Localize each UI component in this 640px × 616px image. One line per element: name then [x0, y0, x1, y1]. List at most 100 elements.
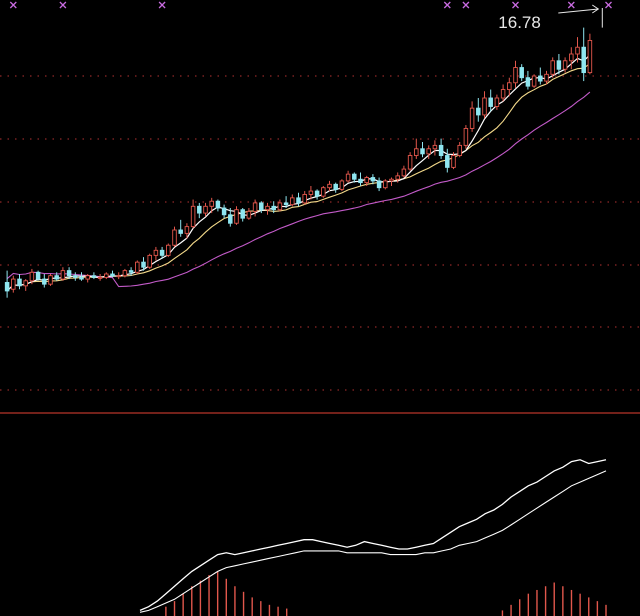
candle-body	[432, 144, 438, 150]
candle-up	[345, 170, 351, 183]
candle-body	[277, 202, 283, 211]
candle-body	[383, 180, 388, 189]
candle-body	[420, 148, 425, 155]
candle-down	[333, 182, 338, 193]
candle-up	[321, 186, 326, 198]
candle-body	[228, 214, 233, 224]
candle-body	[482, 97, 487, 116]
candle-up	[48, 274, 53, 286]
candle-up	[153, 246, 159, 261]
candle-up	[252, 199, 258, 217]
candle-body	[190, 205, 196, 228]
candle-up	[308, 186, 314, 200]
candle-down	[283, 196, 289, 208]
peak-price-label: 16.78	[498, 13, 541, 32]
candle-body	[35, 271, 41, 280]
signal-markers	[9, 1, 612, 9]
candle-down	[525, 70, 531, 90]
candle-up	[209, 197, 214, 214]
candle-down	[519, 64, 524, 82]
candle-body	[290, 197, 295, 206]
candle-body	[457, 144, 462, 156]
indicator-slow-line	[139, 470, 607, 613]
candle-body	[519, 67, 524, 79]
candle-body	[314, 190, 320, 197]
candle-up	[587, 33, 593, 75]
candle-up	[265, 202, 270, 215]
candle-up	[544, 70, 549, 85]
candle-up	[414, 138, 419, 159]
candle-body	[538, 75, 543, 82]
candle-down	[215, 199, 221, 212]
candle-body	[259, 202, 264, 211]
candle-body	[587, 40, 593, 74]
candle-down	[42, 274, 47, 288]
candle-up	[364, 175, 369, 186]
candle-body	[48, 275, 53, 285]
candle-body	[358, 178, 363, 184]
candle-down	[128, 267, 134, 276]
candle-body	[438, 144, 444, 156]
candle-up	[482, 91, 487, 119]
candle-up	[122, 268, 128, 278]
candle-up	[575, 37, 580, 63]
candle-up	[116, 272, 121, 280]
candle-body	[507, 82, 512, 90]
candle-down	[581, 27, 586, 82]
candle-up	[277, 199, 283, 212]
candle-body	[513, 67, 518, 84]
candle-up	[463, 125, 469, 149]
candle-down	[228, 208, 233, 227]
candle-down	[54, 272, 59, 281]
candle-down	[370, 174, 376, 185]
candle-body	[389, 178, 394, 182]
signal-marker-x	[59, 1, 67, 9]
candles	[4, 27, 593, 298]
candle-body	[569, 53, 574, 62]
candle-body	[414, 148, 419, 156]
candle-up	[234, 206, 239, 225]
price-candlestick-chart[interactable]: 16.78	[0, 0, 640, 408]
candle-body	[376, 180, 382, 189]
candle-up	[383, 179, 388, 190]
candle-up	[395, 172, 400, 183]
candle-body	[494, 97, 500, 107]
candle-up	[569, 47, 574, 70]
candle-down	[240, 208, 245, 222]
candle-body	[110, 273, 115, 277]
candle-down	[159, 246, 165, 259]
candle-down	[438, 138, 444, 159]
candle-body	[104, 273, 109, 278]
candle-down	[420, 142, 425, 158]
indicator-chart[interactable]	[0, 420, 640, 616]
candle-down	[296, 192, 301, 207]
candle-body	[525, 77, 531, 87]
candle-body	[197, 205, 202, 214]
candle-body	[122, 270, 128, 277]
indicator-bars	[165, 571, 607, 616]
candle-body	[178, 229, 183, 234]
candle-body	[271, 205, 276, 211]
candle-up	[531, 74, 537, 88]
candle-body	[488, 97, 493, 107]
candle-body	[85, 275, 90, 280]
candle-body	[401, 168, 407, 177]
candle-body	[128, 270, 134, 273]
signal-marker-x	[512, 1, 519, 9]
candle-up	[494, 94, 500, 110]
candle-up	[457, 142, 462, 158]
candle-body	[451, 155, 456, 168]
candle-body	[531, 75, 537, 87]
candle-down	[314, 189, 320, 200]
candle-up	[147, 253, 152, 269]
candle-body	[302, 194, 307, 204]
candle-body	[395, 175, 400, 180]
candle-up	[190, 199, 196, 229]
candle-body	[463, 128, 469, 146]
candle-body	[364, 177, 369, 184]
candle-body	[265, 205, 270, 211]
candle-body	[147, 254, 152, 268]
candle-up	[562, 57, 568, 73]
candle-body	[407, 155, 413, 170]
candle-body	[321, 187, 326, 197]
